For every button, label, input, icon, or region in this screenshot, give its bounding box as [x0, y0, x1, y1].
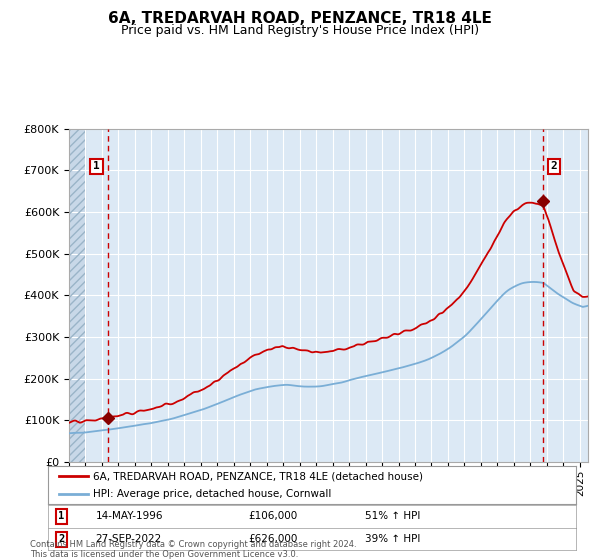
Text: £106,000: £106,000 [248, 511, 298, 521]
Text: 27-SEP-2022: 27-SEP-2022 [95, 534, 162, 544]
Text: Contains HM Land Registry data © Crown copyright and database right 2024.
This d: Contains HM Land Registry data © Crown c… [30, 540, 356, 559]
Text: 1: 1 [58, 511, 64, 521]
Text: 39% ↑ HPI: 39% ↑ HPI [365, 534, 420, 544]
Bar [69, 129, 85, 462]
Text: 6A, TREDARVAH ROAD, PENZANCE, TR18 4LE (detached house): 6A, TREDARVAH ROAD, PENZANCE, TR18 4LE (… [93, 471, 423, 481]
Bar [69, 129, 85, 462]
Text: Price paid vs. HM Land Registry's House Price Index (HPI): Price paid vs. HM Land Registry's House … [121, 24, 479, 36]
Text: 6A, TREDARVAH ROAD, PENZANCE, TR18 4LE: 6A, TREDARVAH ROAD, PENZANCE, TR18 4LE [108, 11, 492, 26]
Text: £626,000: £626,000 [248, 534, 298, 544]
Text: 2: 2 [58, 534, 64, 544]
Text: 14-MAY-1996: 14-MAY-1996 [95, 511, 163, 521]
Text: 2: 2 [551, 161, 557, 171]
Text: HPI: Average price, detached house, Cornwall: HPI: Average price, detached house, Corn… [93, 489, 331, 500]
Text: 1: 1 [93, 161, 100, 171]
Text: 51% ↑ HPI: 51% ↑ HPI [365, 511, 420, 521]
